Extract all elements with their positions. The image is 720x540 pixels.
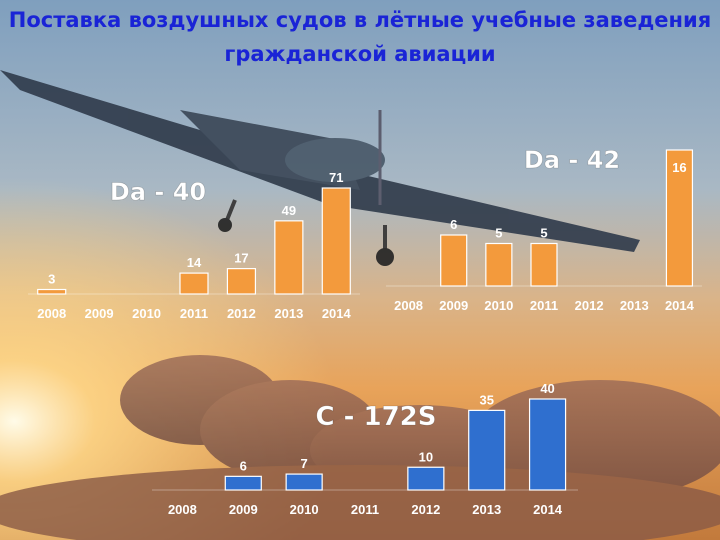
- chart-title: Da - 42: [524, 146, 620, 174]
- bar-2011: [530, 242, 558, 287]
- value-label-2010: 5: [495, 226, 502, 241]
- bar-2013: [468, 409, 506, 491]
- page-title-line-1: Поставка воздушных судов в лётные учебны…: [8, 8, 712, 32]
- tick-label-2014: 2014: [665, 298, 695, 313]
- tick-label-2009: 2009: [85, 306, 114, 321]
- bar-2011: [179, 272, 209, 295]
- bar-2014: [321, 187, 351, 295]
- bar-2010: [485, 242, 513, 287]
- bar-2014: [665, 149, 694, 287]
- chart-1: Da - 40 3 2008 2009 2010 14 2011 17 2012 49 2013 71…: [28, 170, 360, 321]
- bar-2013: [274, 220, 304, 295]
- bar-2014: [528, 398, 567, 491]
- bar-2012: [407, 466, 445, 491]
- chart-title: C - 172S: [316, 402, 437, 432]
- tick-label-2010: 2010: [132, 306, 161, 321]
- tick-label-2013: 2013: [274, 306, 303, 321]
- chart-title: Da - 40: [110, 178, 206, 206]
- chart-3: C - 172S 2008 6 2009 7 2010 2011 10 2012 35 2013 40…: [152, 381, 578, 517]
- page-title-line-2: гражданской авиации: [224, 42, 496, 66]
- value-label-2011: 5: [540, 226, 547, 241]
- tick-label-2009: 2009: [439, 298, 468, 313]
- value-label-2014: 40: [540, 381, 554, 396]
- tick-label-2013: 2013: [620, 298, 649, 313]
- bar-2009: [440, 234, 468, 287]
- tick-label-2009: 2009: [229, 502, 258, 517]
- chart-2: Da - 42 2008 6 2009 5 2010 5 2011 2012 2013 16 2014: [386, 146, 702, 313]
- value-label-2013: 35: [479, 392, 493, 407]
- value-label-2014: 16: [672, 160, 686, 175]
- tick-label-2014: 2014: [322, 306, 352, 321]
- value-label-2013: 49: [282, 203, 296, 218]
- tick-label-2014: 2014: [533, 502, 563, 517]
- airplane-silhouette: [0, 70, 640, 266]
- tick-label-2011: 2011: [351, 502, 379, 517]
- tick-label-2013: 2013: [472, 502, 501, 517]
- bar-2012: [226, 268, 257, 295]
- tick-label-2011: 2011: [530, 298, 558, 313]
- value-label-2012: 10: [419, 449, 433, 464]
- value-label-2011: 14: [187, 255, 202, 270]
- bar-2010: [285, 473, 323, 491]
- tick-label-2012: 2012: [411, 502, 440, 517]
- tick-label-2008: 2008: [37, 306, 66, 321]
- tick-label-2011: 2011: [180, 306, 208, 321]
- tick-label-2012: 2012: [227, 306, 256, 321]
- bar-2009: [224, 475, 262, 491]
- value-label-2008: 3: [48, 272, 55, 287]
- value-label-2014: 71: [329, 170, 343, 185]
- bar-2008: [37, 288, 67, 295]
- tick-label-2008: 2008: [168, 502, 197, 517]
- value-label-2009: 6: [450, 217, 457, 232]
- tick-label-2010: 2010: [290, 502, 319, 517]
- value-label-2012: 17: [234, 251, 248, 266]
- value-label-2009: 6: [240, 458, 247, 473]
- tick-label-2012: 2012: [575, 298, 604, 313]
- value-label-2010: 7: [301, 456, 308, 471]
- tick-label-2008: 2008: [394, 298, 423, 313]
- tick-label-2010: 2010: [484, 298, 513, 313]
